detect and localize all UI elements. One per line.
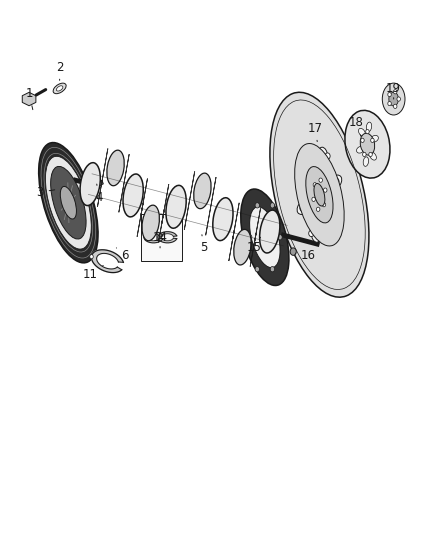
Ellipse shape <box>323 213 339 228</box>
Ellipse shape <box>46 156 91 249</box>
Circle shape <box>333 211 338 217</box>
Ellipse shape <box>371 135 378 142</box>
Ellipse shape <box>297 199 312 214</box>
Ellipse shape <box>306 166 333 223</box>
Ellipse shape <box>345 110 390 178</box>
Ellipse shape <box>358 128 365 136</box>
Ellipse shape <box>357 147 364 153</box>
Circle shape <box>316 207 320 212</box>
Ellipse shape <box>389 92 399 106</box>
Circle shape <box>397 97 400 101</box>
Circle shape <box>363 152 366 157</box>
Text: 16: 16 <box>295 249 316 262</box>
Polygon shape <box>95 180 103 188</box>
Ellipse shape <box>382 83 405 115</box>
Ellipse shape <box>51 166 86 239</box>
Ellipse shape <box>241 189 289 286</box>
Circle shape <box>388 101 391 106</box>
Ellipse shape <box>53 83 66 94</box>
Circle shape <box>300 205 305 211</box>
Ellipse shape <box>311 222 321 242</box>
Text: 11: 11 <box>83 265 103 281</box>
Circle shape <box>369 152 372 157</box>
Circle shape <box>255 203 259 208</box>
Circle shape <box>334 178 339 184</box>
Circle shape <box>388 92 391 96</box>
Polygon shape <box>158 232 177 243</box>
Ellipse shape <box>318 147 328 167</box>
Ellipse shape <box>60 187 77 219</box>
Text: 5: 5 <box>200 235 208 254</box>
Polygon shape <box>229 203 239 261</box>
Polygon shape <box>184 172 195 230</box>
Bar <box>141 214 182 261</box>
Circle shape <box>324 188 327 192</box>
Polygon shape <box>206 177 216 235</box>
Ellipse shape <box>270 92 369 297</box>
Circle shape <box>309 230 314 237</box>
Circle shape <box>393 104 397 108</box>
Text: 17: 17 <box>307 122 322 142</box>
Ellipse shape <box>300 162 316 176</box>
Polygon shape <box>137 179 148 237</box>
Circle shape <box>393 90 397 94</box>
Circle shape <box>312 197 315 201</box>
Circle shape <box>311 150 317 157</box>
Ellipse shape <box>166 185 186 228</box>
Ellipse shape <box>107 150 124 185</box>
Text: 4: 4 <box>95 184 102 204</box>
Ellipse shape <box>370 152 376 160</box>
Circle shape <box>301 172 306 178</box>
Polygon shape <box>159 184 169 243</box>
Ellipse shape <box>57 86 63 91</box>
Circle shape <box>290 248 296 255</box>
Text: 15: 15 <box>247 237 261 254</box>
Circle shape <box>322 233 328 239</box>
Polygon shape <box>22 92 36 106</box>
Circle shape <box>325 153 330 159</box>
Ellipse shape <box>327 175 342 191</box>
Ellipse shape <box>360 133 374 155</box>
Circle shape <box>255 266 259 272</box>
Text: 3: 3 <box>36 185 55 199</box>
Circle shape <box>361 138 364 142</box>
Ellipse shape <box>234 229 251 265</box>
Circle shape <box>247 235 252 240</box>
Text: 2: 2 <box>56 61 64 80</box>
Ellipse shape <box>260 210 280 253</box>
Ellipse shape <box>194 173 211 209</box>
Polygon shape <box>250 208 261 266</box>
Polygon shape <box>144 232 163 243</box>
Polygon shape <box>119 154 129 212</box>
Text: 14: 14 <box>152 231 168 248</box>
Ellipse shape <box>213 198 233 240</box>
Polygon shape <box>92 250 124 272</box>
Circle shape <box>371 138 374 142</box>
Ellipse shape <box>250 207 280 268</box>
Circle shape <box>313 183 317 187</box>
Ellipse shape <box>123 174 143 217</box>
Circle shape <box>278 235 282 240</box>
Ellipse shape <box>314 183 325 206</box>
Ellipse shape <box>363 157 369 166</box>
Text: 19: 19 <box>386 82 401 99</box>
Circle shape <box>270 203 275 208</box>
Circle shape <box>366 130 369 134</box>
Ellipse shape <box>366 122 372 132</box>
Ellipse shape <box>80 163 100 206</box>
Ellipse shape <box>142 205 159 241</box>
Text: 6: 6 <box>117 248 129 262</box>
Ellipse shape <box>39 142 98 263</box>
Ellipse shape <box>295 143 344 246</box>
Circle shape <box>322 203 326 207</box>
Polygon shape <box>98 149 108 207</box>
Text: 1: 1 <box>25 87 33 110</box>
Circle shape <box>319 178 322 182</box>
Circle shape <box>270 266 275 272</box>
Circle shape <box>90 255 93 259</box>
Text: 18: 18 <box>349 117 364 136</box>
